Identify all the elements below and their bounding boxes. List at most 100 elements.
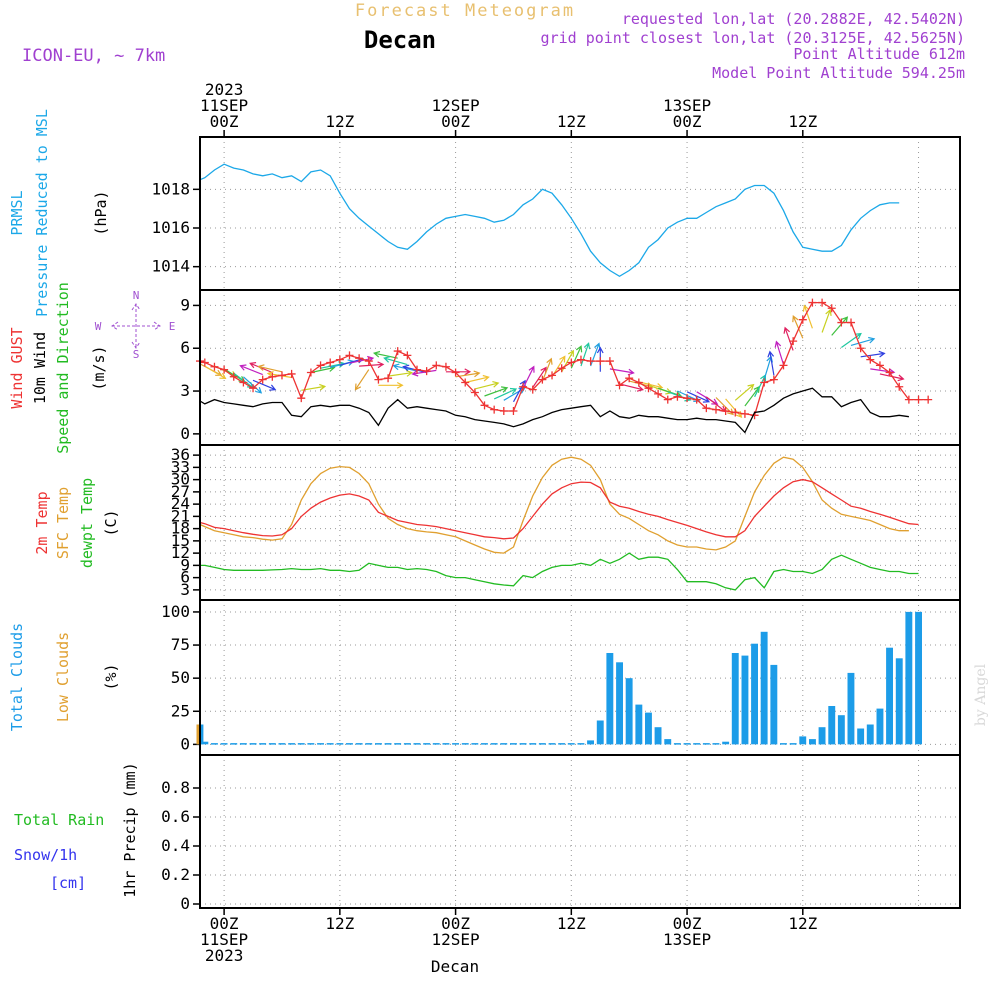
gust-marker <box>634 378 643 387</box>
temperature-panel-frame <box>199 444 961 601</box>
gust-marker <box>316 361 325 370</box>
y-tick-label: 24 <box>171 494 190 513</box>
bottom-time-label: 13SEP <box>663 930 711 949</box>
gust-marker <box>432 361 441 370</box>
gust-marker <box>287 369 296 378</box>
low-cloud-bar <box>196 724 200 745</box>
cloud-bar <box>249 743 257 745</box>
gust-marker <box>615 381 624 390</box>
cloud-bar <box>375 743 382 745</box>
y-tick-label: 3 <box>180 381 190 400</box>
y-tick-label: 25 <box>171 701 190 720</box>
pressure-series <box>199 163 900 278</box>
top-time-label: 12SEP <box>431 96 479 115</box>
vertical-gridlines <box>223 137 920 290</box>
dewpoint-series <box>200 552 919 591</box>
location-title: Decan <box>364 26 436 54</box>
gust-marker <box>779 361 788 370</box>
y-tick-label: 0 <box>180 734 190 753</box>
wind-arrow <box>850 336 876 346</box>
gust-marker <box>596 357 605 366</box>
y-tick-label: 3 <box>180 580 190 599</box>
panels: 1014101610180369369121518212427303336025… <box>151 137 961 913</box>
cloud-bar <box>461 743 469 745</box>
y-tick-label: 0 <box>180 894 190 913</box>
wind-arrow <box>734 383 755 401</box>
gust-marker <box>490 405 499 414</box>
bottom-time-label: 00Z <box>673 914 702 933</box>
gust-marker <box>374 375 383 384</box>
gust-marker <box>904 395 913 404</box>
wind-arrow <box>372 350 398 359</box>
bottom-time-label: 2023 <box>205 946 244 965</box>
gust-marker <box>837 318 846 327</box>
gust-marker <box>557 364 566 373</box>
cloud-bar <box>230 743 238 745</box>
gust-marker <box>847 318 856 327</box>
top-time-label: 12Z <box>557 112 586 131</box>
cloud-bar <box>722 741 730 745</box>
cloud-bar <box>220 743 228 745</box>
wind-arrow <box>388 370 414 377</box>
cloud-bar <box>664 739 672 745</box>
y-tick-label: 18 <box>171 519 190 538</box>
cloud-bar <box>780 743 787 745</box>
top-time-label: 00Z <box>441 112 470 131</box>
gust-marker <box>731 408 740 417</box>
cloud-bar <box>635 704 643 745</box>
cloud-bar <box>625 678 633 745</box>
gust-marker <box>277 371 286 380</box>
cloud-bar <box>905 611 913 745</box>
gust-marker <box>345 351 354 360</box>
gust-marker <box>605 357 614 366</box>
cloud-bar <box>201 741 209 745</box>
cloud-bar <box>741 655 749 745</box>
cloud-bar <box>307 743 315 745</box>
gust-marker <box>654 389 663 398</box>
gust-marker <box>818 298 827 307</box>
snow-unit-label: [cm] <box>50 874 86 892</box>
wind-arrow <box>252 379 277 391</box>
gust-marker <box>403 351 412 360</box>
cloud-bar <box>895 658 903 745</box>
y-tick-label: 100 <box>161 602 190 621</box>
gust-marker <box>683 394 692 403</box>
cloud-bar <box>355 743 363 745</box>
gust-marker <box>297 394 306 403</box>
cloud-bar <box>577 743 585 745</box>
wind-arrow <box>831 316 849 336</box>
low-cloud-bars <box>196 724 200 745</box>
cloud-bar <box>403 743 411 745</box>
top-time-label: 13SEP <box>663 96 711 115</box>
y-tick-label: 0.8 <box>161 778 190 797</box>
wind-label: 10m Wind <box>31 332 49 404</box>
top-time-label: 12Z <box>325 112 354 131</box>
wind-arrow <box>767 350 775 376</box>
cloud-bar <box>423 743 431 745</box>
gust-marker <box>692 395 701 404</box>
cloud-bar <box>519 743 527 745</box>
bottom-time-label: 00Z <box>441 914 470 933</box>
gust-marker <box>249 384 258 393</box>
gust-marker <box>220 365 229 374</box>
wind-arrow <box>378 381 404 389</box>
pressure-unit-label: (hPa) <box>92 190 110 235</box>
gust-marker <box>461 378 470 387</box>
cloud-bar <box>529 743 537 745</box>
cloud-bar <box>857 728 865 745</box>
cloud-bar <box>693 743 701 745</box>
gust-marker <box>355 354 364 363</box>
temp-unit-label: (C) <box>102 509 120 536</box>
cloud-bar <box>616 662 623 745</box>
compass-rose: N S E W <box>95 289 176 361</box>
cloud-bar <box>760 631 768 745</box>
y-tick-label: 6 <box>180 338 190 357</box>
gust-marker <box>210 362 219 371</box>
gust-marker <box>567 358 576 367</box>
bottom-time-label: 12Z <box>788 914 817 933</box>
gust-marker <box>866 355 875 364</box>
wind-arrow <box>354 369 370 391</box>
cloud-bar <box>490 743 498 745</box>
bottom-location-label: Decan <box>431 957 479 976</box>
